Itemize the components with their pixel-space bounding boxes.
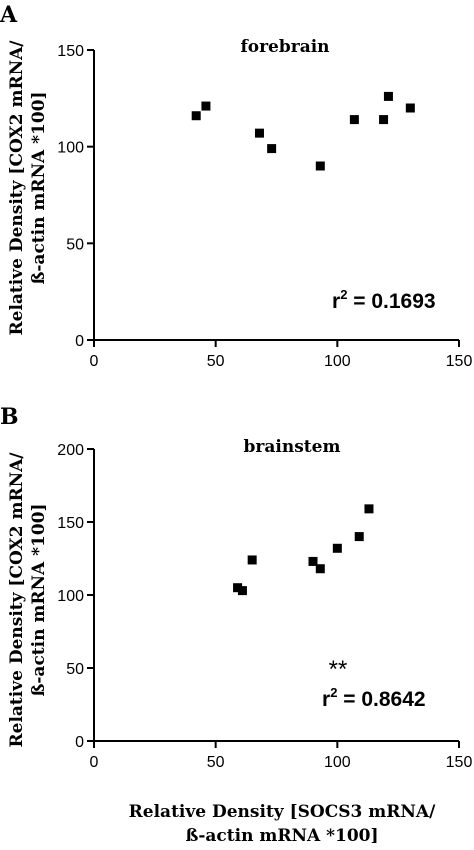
panel-b-label: B <box>0 404 19 430</box>
panel-a-data-point <box>254 128 264 138</box>
panel-a-r2-value: = 0.1693 <box>347 290 435 313</box>
panel-a-label: A <box>0 2 18 28</box>
panel-b-title: brainstem <box>244 437 341 457</box>
panel-b-r2: r2 = 0.8642 <box>322 685 426 711</box>
panel-b-r2-sup: 2 <box>330 685 337 700</box>
panel-a-data-point <box>267 144 277 154</box>
panel-a: A Relative Density [COX2 mRNA/ ß-actin m… <box>0 2 472 370</box>
panel-b-data-point <box>237 586 247 596</box>
panel-a-r2-prefix: r <box>332 290 340 313</box>
panel-a-data-point <box>379 115 389 125</box>
panel-b-x-tick-label: 50 <box>207 754 225 771</box>
panel-b-y-tick-label: 100 <box>57 588 84 605</box>
panel-b-y-tick-label: 50 <box>66 661 84 678</box>
panel-b-x-tick-label: 150 <box>446 754 473 771</box>
panel-b-data-point <box>332 543 342 553</box>
panel-a-data-point <box>405 103 415 113</box>
panel-a-title: forebrain <box>240 37 329 57</box>
panel-a-x-tick-label: 150 <box>446 353 473 370</box>
panel-b-data-point <box>308 556 318 566</box>
panel-a-data-point <box>315 161 325 171</box>
panel-a-r2: r2 = 0.1693 <box>332 287 436 313</box>
panel-b: B Relative Density [COX2 mRNA/ ß-actin m… <box>0 404 472 771</box>
panel-b-data-point <box>364 504 374 514</box>
panel-a-ylabel-line1: Relative Density [COX2 mRNA/ <box>7 40 27 336</box>
shared-xlabel-line1: Relative Density [SOCS3 mRNA/ <box>129 802 436 822</box>
panel-b-data-point <box>247 555 257 565</box>
panel-b-data-point <box>315 564 325 574</box>
panel-b-axes: 0 50 100 150 200 0 50 100 150 <box>57 442 472 771</box>
panel-a-y-tick-label: 150 <box>57 43 84 60</box>
panel-b-r2-value: = 0.8642 <box>337 688 425 711</box>
panel-a-data-point <box>191 111 201 121</box>
panel-b-significance: ** <box>329 656 348 683</box>
panel-b-data-point <box>233 583 243 593</box>
panel-b-ylabel-line1: Relative Density [COX2 mRNA/ <box>7 452 27 748</box>
panel-a-data-point <box>349 115 359 125</box>
panel-b-points <box>233 504 374 596</box>
panel-a-x-tick-label: 0 <box>90 353 99 370</box>
panel-a-data-point <box>383 91 393 101</box>
panel-b-y-tick-label: 0 <box>75 734 84 751</box>
panel-b-data-point <box>354 532 364 542</box>
panel-b-y-tick-label: 200 <box>57 442 84 459</box>
panel-b-y-tick-label: 150 <box>57 515 84 532</box>
panel-b-ylabel-line2: ß-actin mRNA *100] <box>29 503 49 696</box>
panel-b-r2-prefix: r <box>322 688 330 711</box>
panel-b-x-tick-label: 0 <box>90 754 99 771</box>
panel-b-x-tick-label: 100 <box>324 754 351 771</box>
panel-a-ylabel-line2: ß-actin mRNA *100] <box>29 91 49 284</box>
panel-a-y-tick-label: 0 <box>75 333 84 350</box>
panel-a-data-point <box>201 101 211 111</box>
panel-a-points <box>191 91 415 171</box>
panel-a-y-tick-label: 100 <box>57 140 84 157</box>
panel-a-x-tick-label: 50 <box>207 353 225 370</box>
shared-xlabel-line2: ß-actin mRNA *100] <box>185 826 378 846</box>
panel-a-y-tick-label: 50 <box>66 236 84 253</box>
panel-a-axes: 0 50 100 150 0 50 100 150 <box>57 43 472 370</box>
panel-a-x-tick-label: 100 <box>324 353 351 370</box>
panel-a-r2-sup: 2 <box>340 287 347 302</box>
